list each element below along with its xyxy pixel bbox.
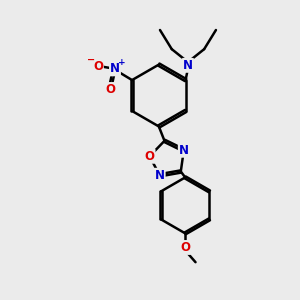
Text: N: N: [155, 169, 165, 182]
Text: O: O: [106, 83, 116, 96]
Text: N: N: [110, 62, 120, 75]
Text: −: −: [87, 55, 95, 65]
Text: N: N: [183, 59, 193, 72]
Text: O: O: [93, 60, 103, 73]
Text: O: O: [145, 150, 154, 163]
Text: N: N: [179, 144, 189, 157]
Text: +: +: [118, 58, 125, 67]
Text: O: O: [180, 241, 190, 254]
